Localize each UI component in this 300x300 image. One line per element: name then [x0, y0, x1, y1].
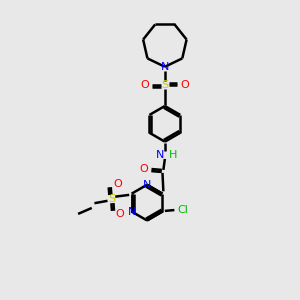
Text: N: N: [128, 206, 136, 217]
Text: O: O: [140, 164, 148, 174]
Text: O: O: [114, 179, 123, 189]
Text: N: N: [156, 150, 164, 160]
Text: N: N: [161, 62, 169, 72]
Text: O: O: [180, 80, 189, 90]
Text: O: O: [115, 209, 124, 219]
Text: N: N: [143, 180, 151, 190]
Text: H: H: [168, 150, 177, 160]
Text: S: S: [161, 80, 168, 90]
Text: O: O: [141, 80, 150, 90]
Text: S: S: [108, 194, 115, 204]
Text: Cl: Cl: [177, 205, 188, 215]
